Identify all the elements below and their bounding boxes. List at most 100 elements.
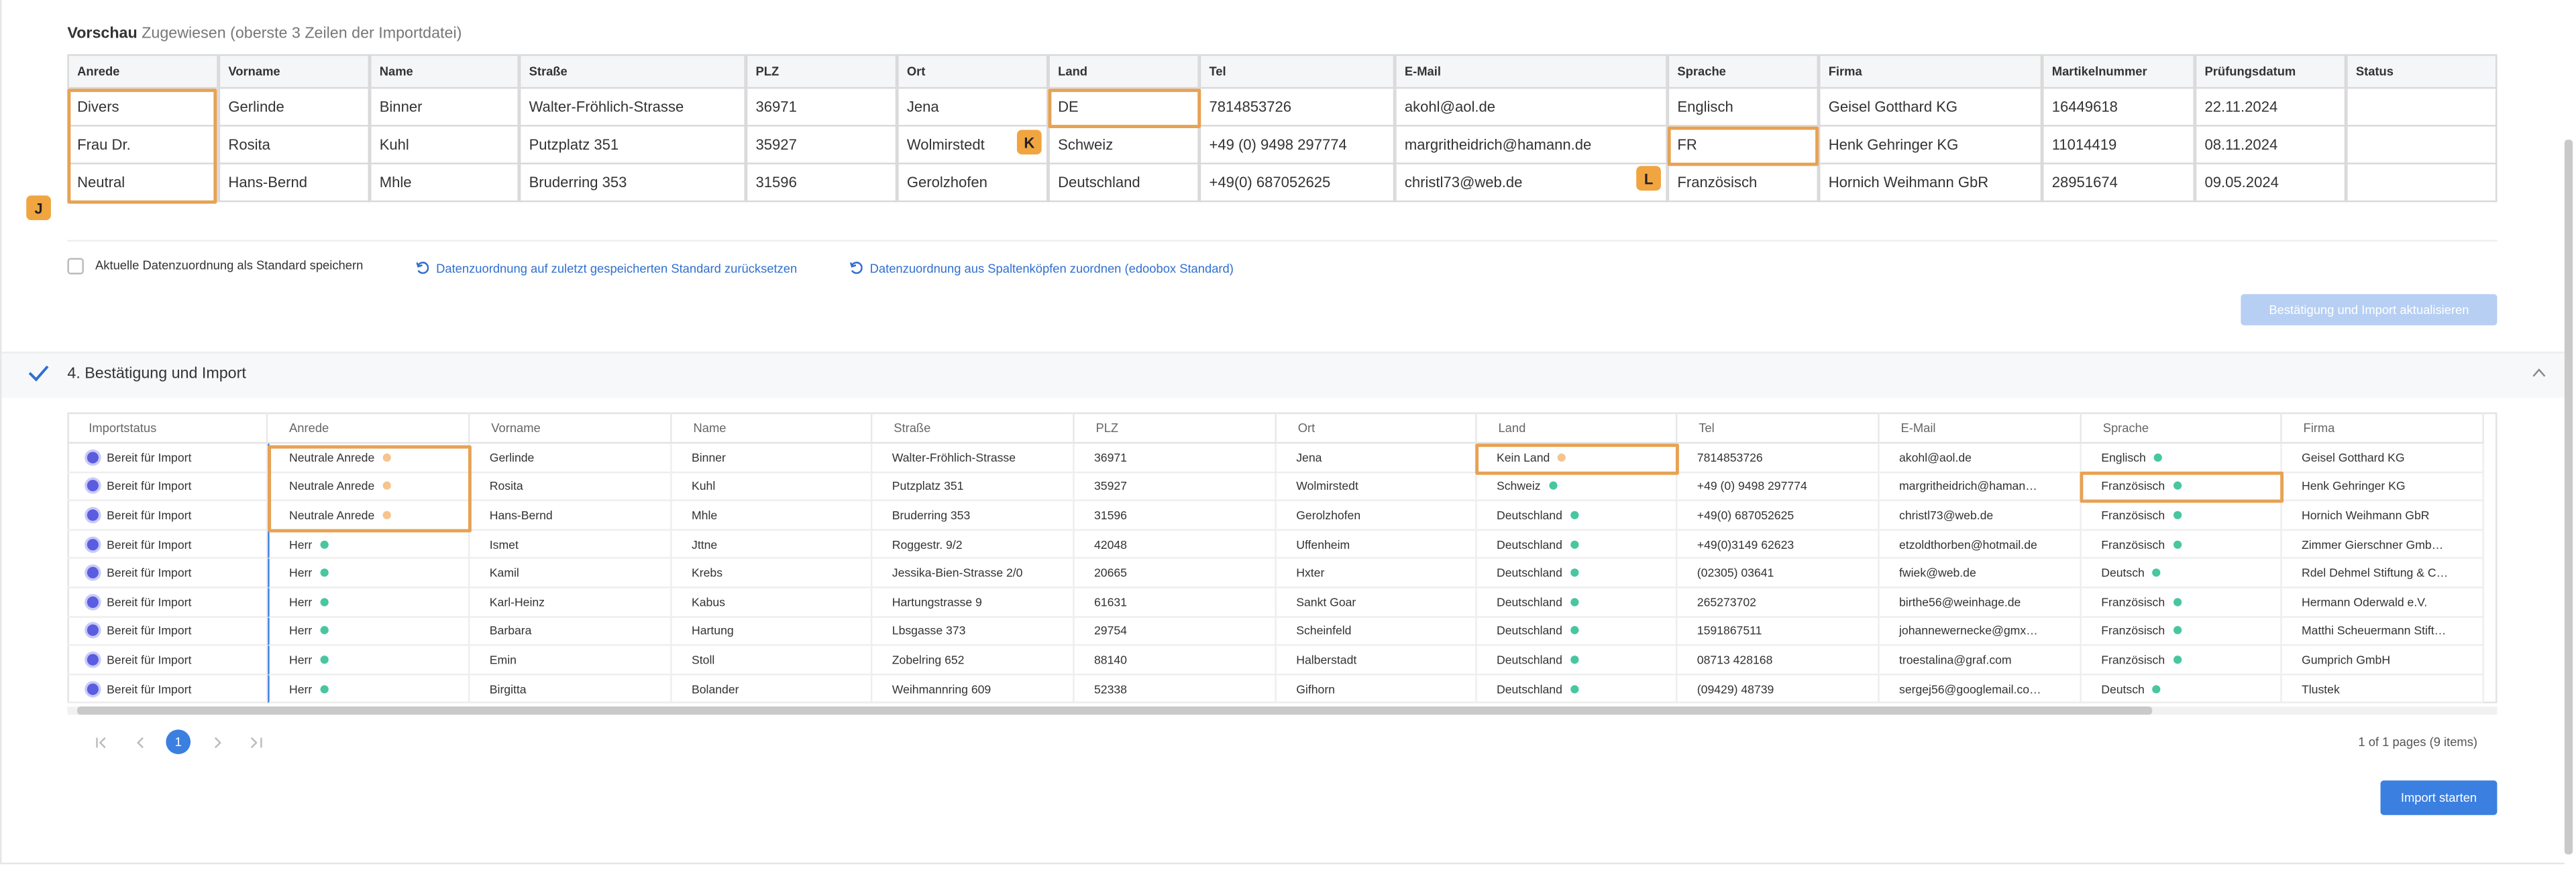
preview-cell: christl73@web.de: [1395, 164, 1668, 203]
preview-cell: margritheidrich@hamann.de: [1395, 126, 1668, 164]
update-button[interactable]: Bestätigung und Import aktualisieren: [2241, 294, 2498, 325]
preview-cell: Binner: [370, 89, 519, 127]
collapse-chevron[interactable]: [2532, 368, 2546, 378]
import-cell: Stoll: [672, 645, 873, 675]
cell-text: +49(0)3149 62623: [1697, 536, 1794, 552]
import-header: PLZ: [1074, 412, 1277, 444]
cell-text: birthe56@weinhage.de: [1899, 594, 2021, 610]
import-cell: Bereit für Import: [67, 645, 268, 675]
cell-text: Putzplatz 351: [892, 478, 964, 494]
assign-link[interactable]: Datenzuordnung aus Spaltenköpfen zuordne…: [869, 261, 1234, 276]
warning-dot: [382, 511, 391, 519]
cell-text: Roggestr. 9/2: [892, 536, 963, 552]
import-cell: Halberstadt: [1276, 645, 1477, 675]
cell-text: Bereit für Import: [107, 652, 192, 668]
cell-text: 36971: [1094, 450, 1128, 465]
preview-cell: [2346, 89, 2498, 127]
h-scroll-thumb[interactable]: [77, 707, 2153, 715]
cell-text: Deutschland: [1497, 623, 1562, 639]
import-cell: Kuhl: [672, 472, 873, 502]
reset-icon: [416, 262, 429, 274]
preview-cell: [2346, 164, 2498, 203]
cell-text: Französisch: [2101, 536, 2165, 552]
preview-header: Straße: [519, 54, 746, 89]
ok-dot: [2173, 511, 2182, 519]
reset-link-wrap: Datenzuordnung auf zuletzt gespeicherten…: [416, 258, 798, 277]
import-cell: Deutschland: [1477, 675, 1678, 704]
import-cell: Henk Gehringer KG: [2282, 472, 2484, 502]
preview-header: Prüfungsdatum: [2194, 54, 2347, 89]
import-cell: margritheidrich@haman…: [1879, 472, 2082, 502]
import-cell: Herr: [268, 588, 470, 617]
cell-text: Bruderring 353: [892, 507, 971, 523]
cell-text: 31596: [1094, 507, 1128, 523]
preview-cell: Hornich Weihmann GbR: [1819, 164, 2043, 203]
import-cell: 52338: [1074, 675, 1277, 704]
reset-link[interactable]: Datenzuordnung auf zuletzt gespeicherten…: [436, 261, 798, 276]
section-header[interactable]: [1, 352, 2565, 398]
import-cell: Wolmirstedt: [1276, 472, 1477, 502]
cell-text: Weihmannring 609: [892, 681, 991, 696]
import-button[interactable]: Import starten: [2380, 780, 2498, 815]
cell-text: Hartungstrasse 9: [892, 594, 982, 610]
ok-dot: [1570, 568, 1579, 578]
v-scroll-thumb[interactable]: [2564, 140, 2573, 855]
cell-text: Rdel Dehmel Stiftung & C…: [2302, 565, 2449, 580]
import-cell: Hxter: [1276, 559, 1477, 588]
cell-text: Französisch: [2101, 652, 2165, 668]
prev-page[interactable]: [136, 737, 144, 749]
last-page[interactable]: [250, 737, 262, 749]
cell-text: Uffenheim: [1296, 536, 1350, 552]
preview-cell: 08.11.2024: [2194, 126, 2347, 164]
cell-text: 88140: [1094, 652, 1128, 668]
import-cell: Deutsch: [2081, 675, 2282, 704]
import-cell: Hartungstrasse 9: [872, 588, 1075, 617]
preview-header: Ort: [897, 54, 1049, 89]
cell-text: Herr: [289, 681, 313, 696]
cell-text: Kabus: [692, 594, 725, 610]
checkbox[interactable]: [67, 258, 84, 274]
import-cell: Deutschland: [1477, 501, 1678, 531]
import-cell: Deutsch: [2081, 559, 2282, 588]
import-cell: Rosita: [470, 472, 672, 502]
cell-text: Zobelring 652: [892, 652, 965, 668]
import-header: Vorname: [470, 412, 672, 444]
cell-text: Tlustek: [2302, 681, 2340, 696]
preview-header: Status: [2346, 54, 2498, 89]
cell-text: 35927: [1094, 478, 1128, 494]
import-cell: Herr: [268, 530, 470, 560]
status-dot: [87, 567, 99, 579]
current-page[interactable]: 1: [166, 729, 191, 755]
preview-header: Tel: [1199, 54, 1395, 89]
import-cell: Deutschland: [1477, 530, 1678, 560]
cell-text: Emin: [489, 652, 517, 668]
preview-cell: 36971: [745, 89, 898, 127]
cell-text: Hermann Oderwald e.V.: [2302, 594, 2428, 610]
preview-cell: Gerlinde: [218, 89, 370, 127]
import-cell: troestalina@graf.com: [1879, 645, 2082, 675]
cell-text: 29754: [1094, 623, 1128, 639]
checkbox-label[interactable]: Aktuelle Datenzuordnung als Standard spe…: [95, 258, 364, 273]
preview-subtitle: Zugewiesen (oberste 3 Zeilen der Importd…: [142, 24, 462, 43]
cell-text: Deutschland: [1497, 594, 1562, 610]
import-cell: Krebs: [672, 559, 873, 588]
first-page[interactable]: [96, 737, 106, 749]
import-cell: fwiek@web.de: [1879, 559, 2082, 588]
preview-header: Land: [1048, 54, 1199, 89]
ok-dot: [320, 597, 329, 607]
cell-text: Sankt Goar: [1296, 594, 1356, 610]
ok-dot: [1548, 482, 1558, 490]
import-cell: Deutschland: [1477, 645, 1678, 675]
cell-text: akohl@aol.de: [1899, 450, 1972, 465]
next-page[interactable]: [214, 737, 221, 749]
ok-dot: [2173, 597, 2182, 607]
preview-cell: Henk Gehringer KG: [1819, 126, 2043, 164]
import-cell: 265273702: [1677, 588, 1880, 617]
import-cell: Matthi Scheuermann Stift…: [2282, 617, 2484, 646]
preview-cell: Wolmirstedt: [897, 126, 1049, 164]
preview-cell: Mhle: [370, 164, 519, 203]
status-dot: [87, 538, 99, 550]
import-cell: Hans-Bernd: [470, 501, 672, 531]
import-cell: Zobelring 652: [872, 645, 1075, 675]
import-cell: Gumprich GmbH: [2282, 645, 2484, 675]
